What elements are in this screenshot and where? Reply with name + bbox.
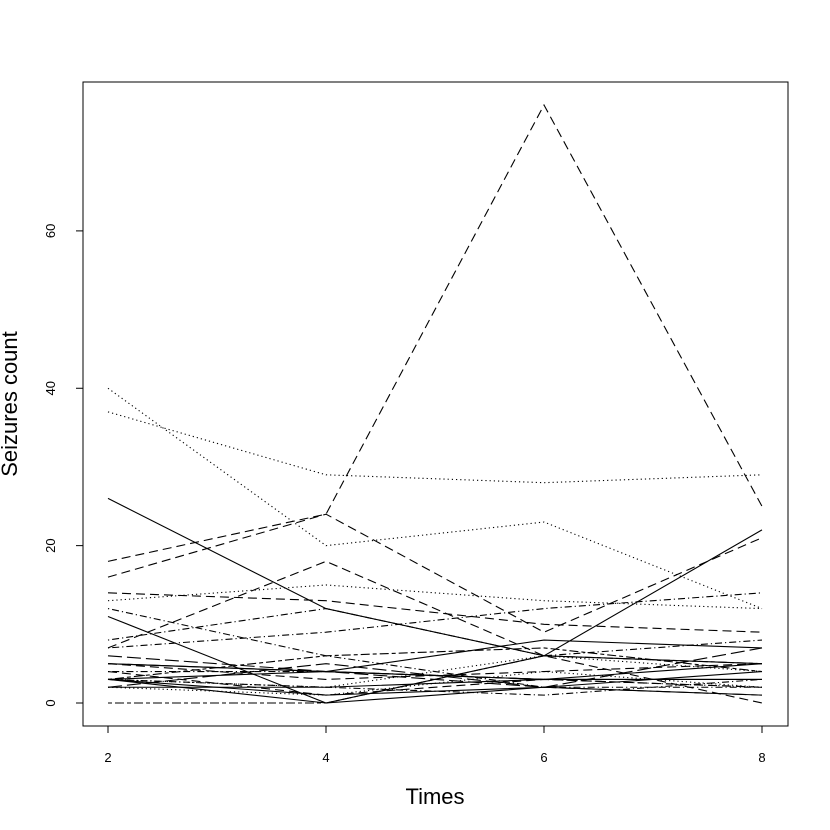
series-line-21 <box>107 592 763 649</box>
series-line-28 <box>107 647 763 680</box>
series-line-17 <box>107 584 763 610</box>
y-tick-label: 40 <box>43 381 58 395</box>
series-line-27 <box>108 655 763 704</box>
y-axis-label: Seizures count <box>0 331 22 477</box>
series-line-20 <box>107 608 763 657</box>
y-tick-label: 0 <box>43 699 58 706</box>
x-tick-label: 8 <box>758 750 765 765</box>
series-line-11 <box>107 592 763 633</box>
series-line-16 <box>107 411 763 484</box>
series-line-15 <box>107 387 763 610</box>
series-line-26 <box>107 663 763 696</box>
y-tick-label: 20 <box>43 538 58 552</box>
x-tick-label: 6 <box>540 750 547 765</box>
series-line-22 <box>107 608 762 688</box>
y-tick-label: 60 <box>43 224 58 238</box>
x-axis: 2 4 6 8 <box>104 725 766 765</box>
x-axis-label: Times <box>405 784 464 809</box>
series-line-25 <box>107 647 763 688</box>
series-line-9 <box>107 103 763 562</box>
y-axis: 0 20 40 60 <box>43 224 84 707</box>
x-tick-label: 2 <box>104 750 111 765</box>
series-line-24 <box>107 678 763 696</box>
series-line-19 <box>107 670 763 696</box>
x-tick-label: 4 <box>322 750 329 765</box>
series-line-12 <box>107 560 763 704</box>
series-layer <box>107 103 763 704</box>
series-line-10 <box>107 513 763 633</box>
